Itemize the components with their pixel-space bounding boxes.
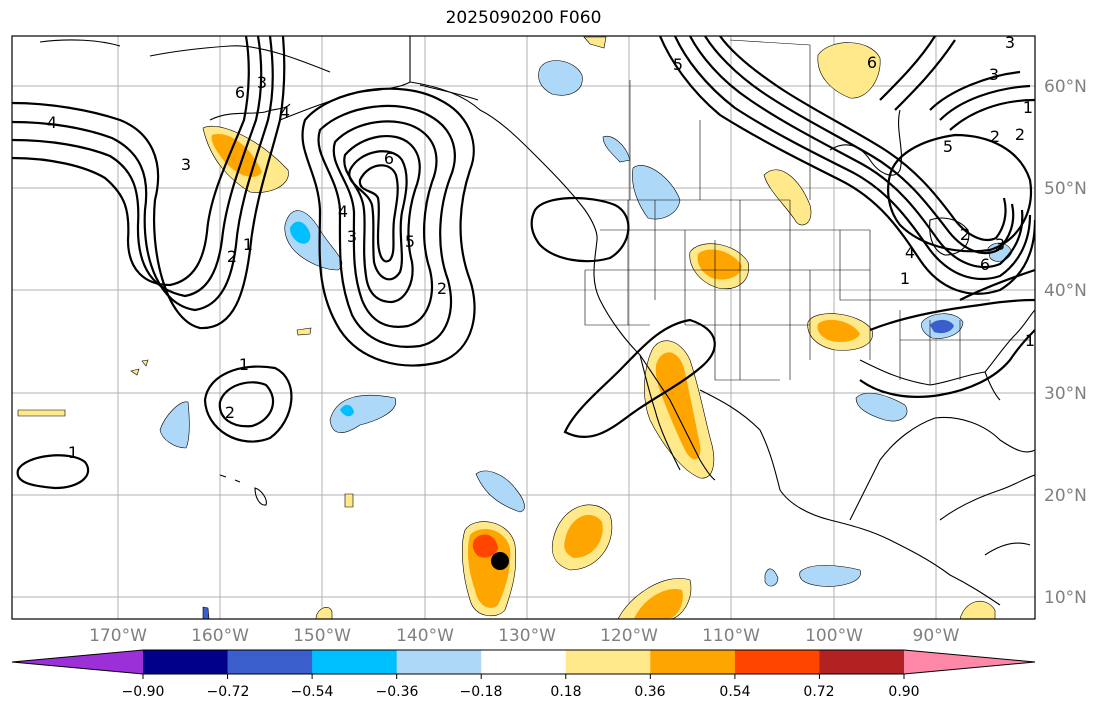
colorbar-tick-label: 0.36 <box>634 684 666 700</box>
contour-label: 3 <box>1005 33 1015 52</box>
contour-label: 2 <box>225 403 235 422</box>
colorbar-segment <box>396 650 482 674</box>
lon-label: 140°W <box>396 626 454 646</box>
lon-label: 110°W <box>702 626 760 646</box>
contour-label: 5 <box>405 232 415 251</box>
map-frame <box>11 35 1036 620</box>
colorbar-tick-label: −0.54 <box>290 684 334 700</box>
colorbar-segment <box>481 650 567 674</box>
contour-label: 6 <box>235 83 245 102</box>
colorbar-segment <box>650 650 736 674</box>
contour-label: 6 <box>980 255 990 274</box>
contour-label: 1 <box>900 269 910 288</box>
colorbar-tick-label: −0.18 <box>459 684 503 700</box>
contour-label-group: 4 3 2 1 3 6 6 5 4 3 2 6 5 4 3 2 1 1 2 1 … <box>47 33 1035 462</box>
colorbar-tick-label: 0.18 <box>550 684 582 700</box>
colorbar-tick-label: −0.36 <box>375 684 419 700</box>
contour-label: 4 <box>47 113 57 132</box>
lat-label: 10°N <box>1044 588 1087 608</box>
coastlines <box>39 36 1035 606</box>
lon-label: 120°W <box>600 626 658 646</box>
colorbar-extend-high <box>904 650 1035 674</box>
colorbar-segment <box>227 650 313 674</box>
lat-label: 40°N <box>1044 281 1087 301</box>
contour-label: 1 <box>243 235 253 254</box>
lon-label: 100°W <box>805 626 863 646</box>
contour-label: 2 <box>1015 125 1025 144</box>
lon-label: 90°W <box>912 626 960 646</box>
colorbar <box>11 649 1036 679</box>
colorbar-segment <box>734 650 820 674</box>
colorbar-segment <box>565 650 651 674</box>
gridlines <box>12 36 1035 619</box>
lat-label: 20°N <box>1044 486 1087 506</box>
colorbar-tick-label: 0.72 <box>803 684 835 700</box>
colorbar-tick-label: 0.90 <box>888 684 920 700</box>
contour-label: 1 <box>1023 98 1033 117</box>
contour-label: 1 <box>239 355 249 374</box>
lon-label: 160°W <box>191 626 249 646</box>
map-title: 2025090200 F060 <box>445 8 602 28</box>
contour-label: 2 <box>437 279 447 298</box>
lon-label: 150°W <box>293 626 351 646</box>
contour-label: 2 <box>990 127 1000 146</box>
contour-label: 3 <box>995 235 1005 254</box>
contour-label: 3 <box>257 73 267 92</box>
contour-lines <box>12 36 1035 490</box>
colorbar-segment <box>312 650 398 674</box>
contour-label: 4 <box>280 103 290 122</box>
contour-label: 5 <box>673 55 683 74</box>
colorbar-tick-label: 0.54 <box>719 684 751 700</box>
negative-anomaly-shading <box>159 60 1013 619</box>
lat-label: 30°N <box>1044 384 1087 404</box>
colorbar-segment <box>819 650 905 674</box>
contour-label: 3 <box>181 155 191 174</box>
lat-label: 60°N <box>1044 77 1087 97</box>
colorbar-segment <box>143 650 229 674</box>
lon-label: 170°W <box>89 626 147 646</box>
contour-label: 4 <box>338 202 348 221</box>
contour-label: 6 <box>384 149 394 168</box>
contour-label: 3 <box>989 65 999 84</box>
contour-label: 3 <box>347 227 357 246</box>
contour-label: 1 <box>68 443 78 462</box>
contour-label: 2 <box>227 247 237 266</box>
contour-label: 5 <box>943 137 953 156</box>
lat-label: 50°N <box>1044 179 1087 199</box>
colorbar-tick-label: −0.72 <box>206 684 250 700</box>
lon-label: 130°W <box>498 626 556 646</box>
colorbar-extend-low <box>12 650 143 674</box>
colorbar-tick-label: −0.90 <box>121 684 165 700</box>
contour-label: 2 <box>960 225 970 244</box>
positive-anomaly-shading <box>17 36 996 619</box>
storm-center-marker <box>491 552 509 570</box>
contour-label: 6 <box>867 53 877 72</box>
contour-label: 4 <box>905 243 915 262</box>
state-borders <box>584 39 1030 385</box>
contour-label: 1 <box>1025 331 1035 350</box>
